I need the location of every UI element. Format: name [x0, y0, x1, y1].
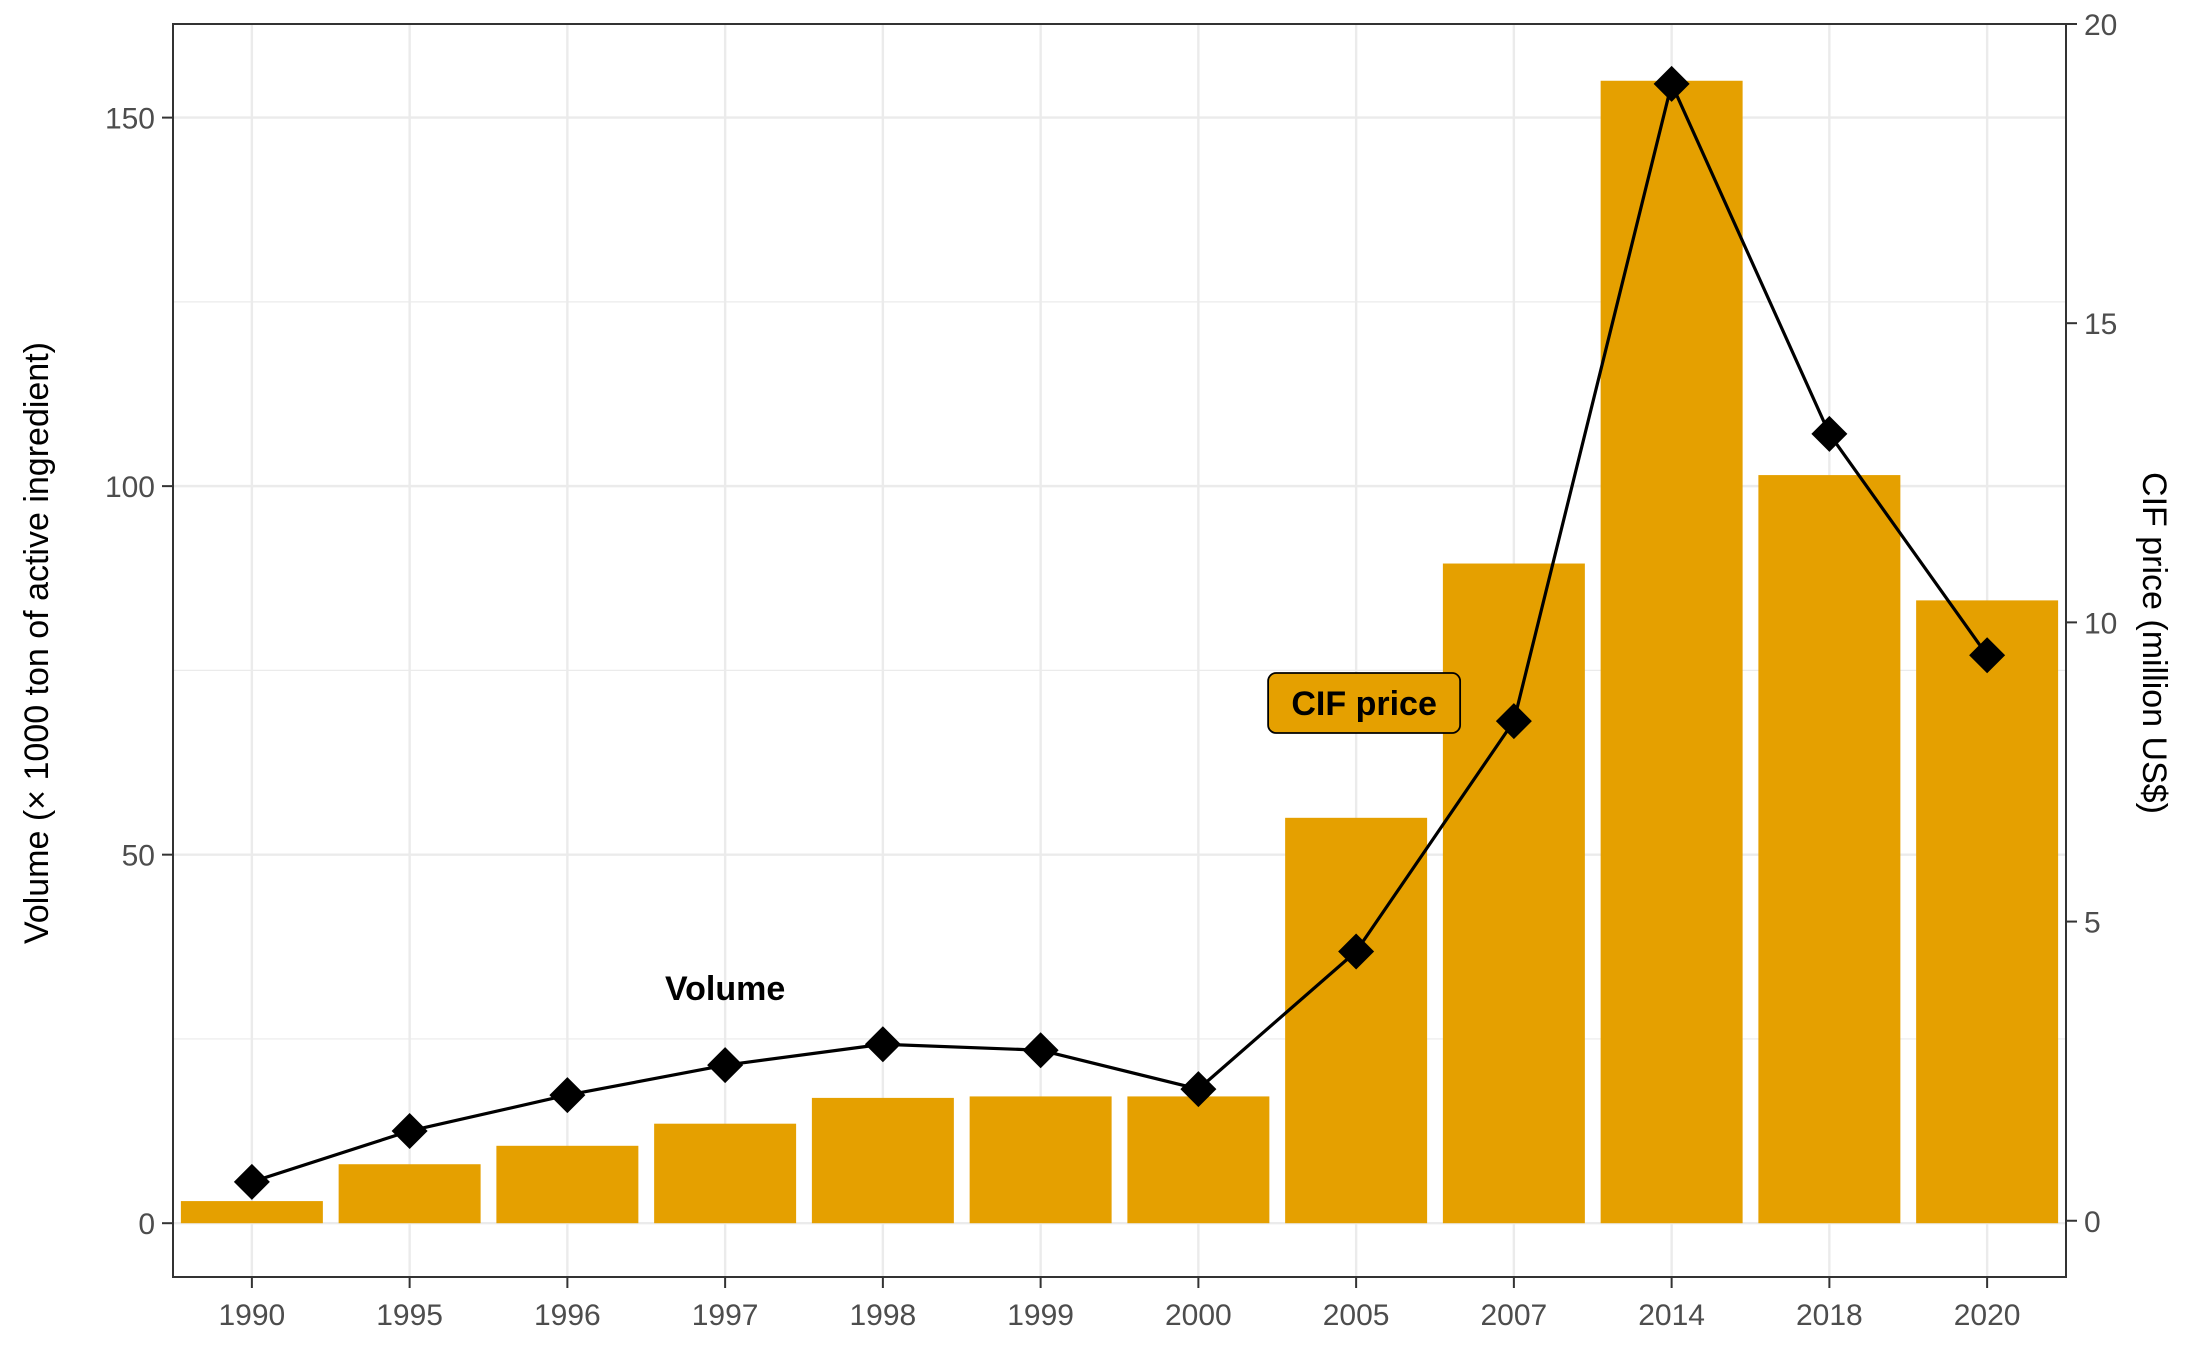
- y-left-tick-label: 150: [105, 103, 155, 136]
- price-marker-2000: [1180, 1071, 1217, 1108]
- x-tick-label: 1990: [219, 1299, 286, 1332]
- annot-layer: Volume CIF price: [665, 672, 1462, 1008]
- bar-1996: [496, 1145, 639, 1224]
- y-right-tick-label: 20: [2084, 9, 2117, 42]
- price-marker-2007: [1495, 703, 1532, 740]
- panel-border: [172, 23, 2067, 1278]
- price-marker-1999: [1022, 1032, 1059, 1069]
- price-marker-2020: [1969, 637, 2006, 674]
- x-tick-label: 2007: [1481, 1299, 1548, 1332]
- price-marker-1998: [864, 1026, 901, 1063]
- marker-layer: [233, 65, 2006, 1200]
- annotation-box: [1267, 672, 1462, 734]
- bar-2005: [1285, 817, 1428, 1224]
- bar-1990: [180, 1201, 323, 1224]
- price-marker-2005: [1338, 933, 1375, 970]
- axes-layer: 0 50 100 150 0 5 10 15 20 1990 1995 1996 1997 1998 199…: [105, 9, 2117, 1332]
- bar-2000: [1127, 1096, 1270, 1224]
- bar-1999: [969, 1096, 1112, 1224]
- price-marker-2018: [1811, 415, 1848, 452]
- bar-2020: [1916, 600, 2059, 1224]
- y-left-tick-label: 0: [138, 1208, 155, 1241]
- bar-1998: [811, 1097, 954, 1224]
- x-tick-label: 1996: [534, 1299, 601, 1332]
- line-layer: [251, 82, 1989, 1184]
- price-marker-2014: [1653, 65, 1690, 102]
- bar-2014: [1600, 80, 1743, 1224]
- x-tick-label: 1998: [850, 1299, 917, 1332]
- y-right-tick-label: 0: [2084, 1206, 2101, 1239]
- x-tick-label: 1995: [376, 1299, 443, 1332]
- y-axis-title-right: CIF price (million US$): [2135, 472, 2173, 814]
- bar-1995: [338, 1164, 481, 1224]
- bars-layer: [180, 80, 2059, 1224]
- y-right-tick-label: 15: [2084, 308, 2117, 341]
- x-tick-label: 2000: [1165, 1299, 1232, 1332]
- x-tick-label: 2005: [1323, 1299, 1390, 1332]
- x-tick-label: 1999: [1007, 1299, 1074, 1332]
- y-right-tick-label: 5: [2084, 907, 2101, 940]
- price-marker-1990: [233, 1163, 270, 1200]
- price-marker-1995: [391, 1112, 428, 1149]
- price-marker-1996: [549, 1077, 586, 1114]
- y-right-tick-label: 10: [2084, 607, 2117, 640]
- bar-1997: [654, 1123, 797, 1224]
- x-tick-label: 2018: [1796, 1299, 1863, 1332]
- x-tick-label: 2014: [1638, 1299, 1705, 1332]
- price-marker-1997: [707, 1047, 744, 1084]
- x-tick-label: 2020: [1954, 1299, 2021, 1332]
- annotation-cif-price: CIF price: [1267, 672, 1462, 734]
- y-left-tick-label: 50: [122, 840, 155, 873]
- annotation-label: CIF price: [1291, 685, 1436, 723]
- x-tick-label: 1997: [692, 1299, 759, 1332]
- y-left-tick-label: 100: [105, 471, 155, 504]
- bar-2018: [1758, 475, 1901, 1224]
- price-line: [251, 82, 1989, 1184]
- y-axis-title-left: Volume (× 1000 ton of active ingredient): [18, 342, 56, 944]
- annotation-volume: Volume: [665, 970, 785, 1008]
- bar-2007: [1442, 563, 1585, 1224]
